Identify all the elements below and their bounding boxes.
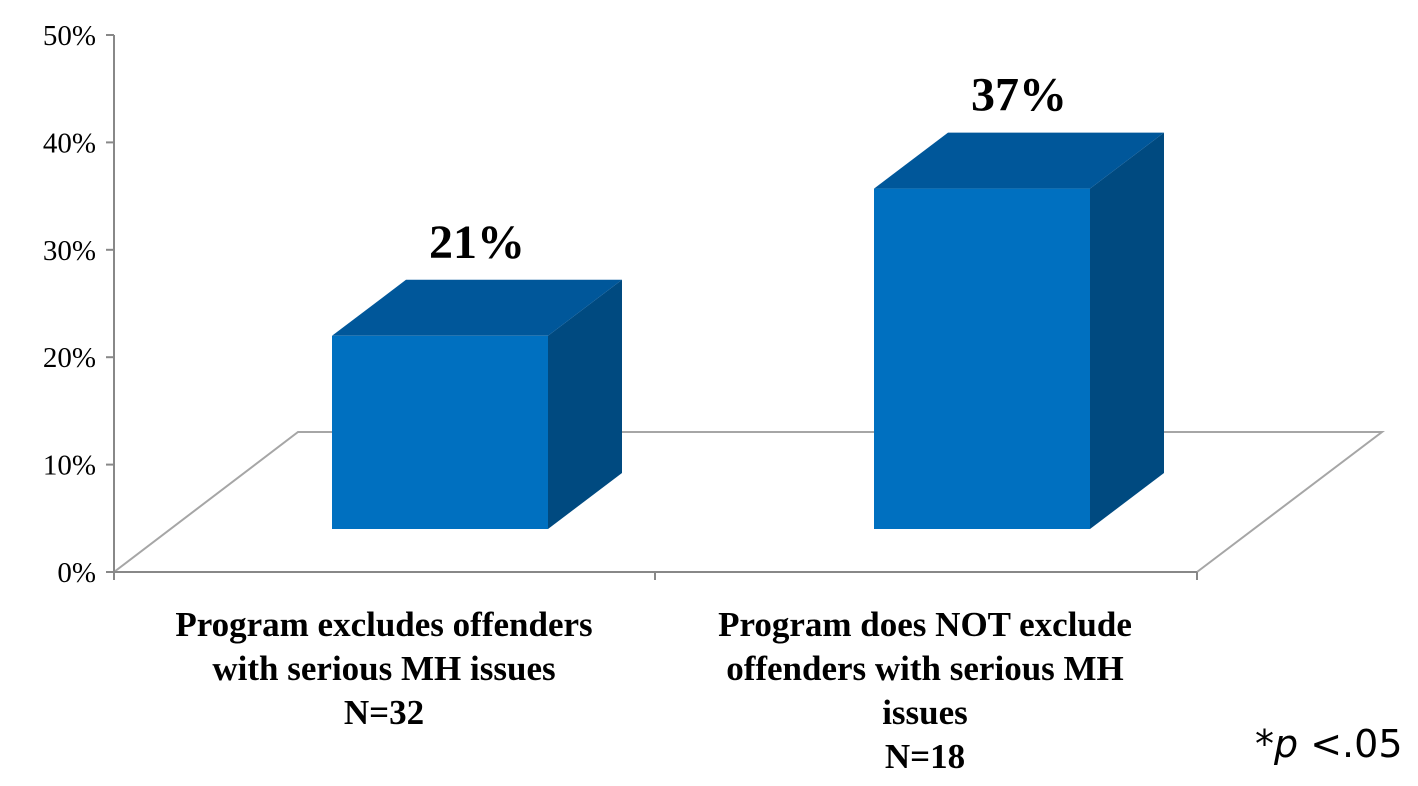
bar-front-face [332, 335, 548, 529]
y-tick-label: 20% [43, 342, 96, 374]
bar-front-face [874, 188, 1090, 529]
bar-top-face [332, 279, 622, 336]
category-labels: Program excludes offenders with serious M… [175, 605, 1132, 776]
bar [874, 132, 1164, 529]
category-label-line: issues [882, 693, 968, 732]
footnote-p: p [1274, 722, 1299, 766]
y-ticks: 0% 10% 20% 30% 40% 50% [43, 20, 114, 589]
y-tick-label: 10% [43, 450, 96, 482]
category-label-line: offenders with serious MH [726, 649, 1124, 688]
x-axis [113, 571, 1198, 580]
bar-top-face [874, 132, 1164, 189]
y-tick-label: 0% [57, 557, 96, 589]
y-tick-label: 30% [43, 235, 96, 267]
floor-outline [113, 431, 1385, 573]
significance-footnote: *p <.05 [1255, 722, 1403, 766]
bar [332, 279, 622, 529]
floor [113, 431, 1385, 573]
y-axis: 0% 10% 20% 30% 40% 50% [43, 20, 115, 589]
y-tick-label: 40% [43, 127, 96, 159]
bar-value-label: 21% [429, 216, 525, 269]
bar-value-label: 37% [971, 69, 1067, 122]
category-label-line: N=32 [344, 693, 424, 732]
bar-side-face [1090, 132, 1164, 529]
category-label-line: N=18 [885, 737, 965, 776]
category-label-line: Program excludes offenders [175, 605, 592, 644]
bar-side-face [548, 279, 622, 529]
footnote-star: * [1255, 722, 1274, 766]
footnote-threshold: <.05 [1310, 722, 1403, 766]
category-label-line: with serious MH issues [212, 649, 555, 688]
y-tick-label: 50% [43, 20, 96, 52]
data-labels: 21% 37% [429, 69, 1067, 269]
bars [332, 132, 1164, 529]
category-label-line: Program does NOT exclude [718, 605, 1132, 644]
